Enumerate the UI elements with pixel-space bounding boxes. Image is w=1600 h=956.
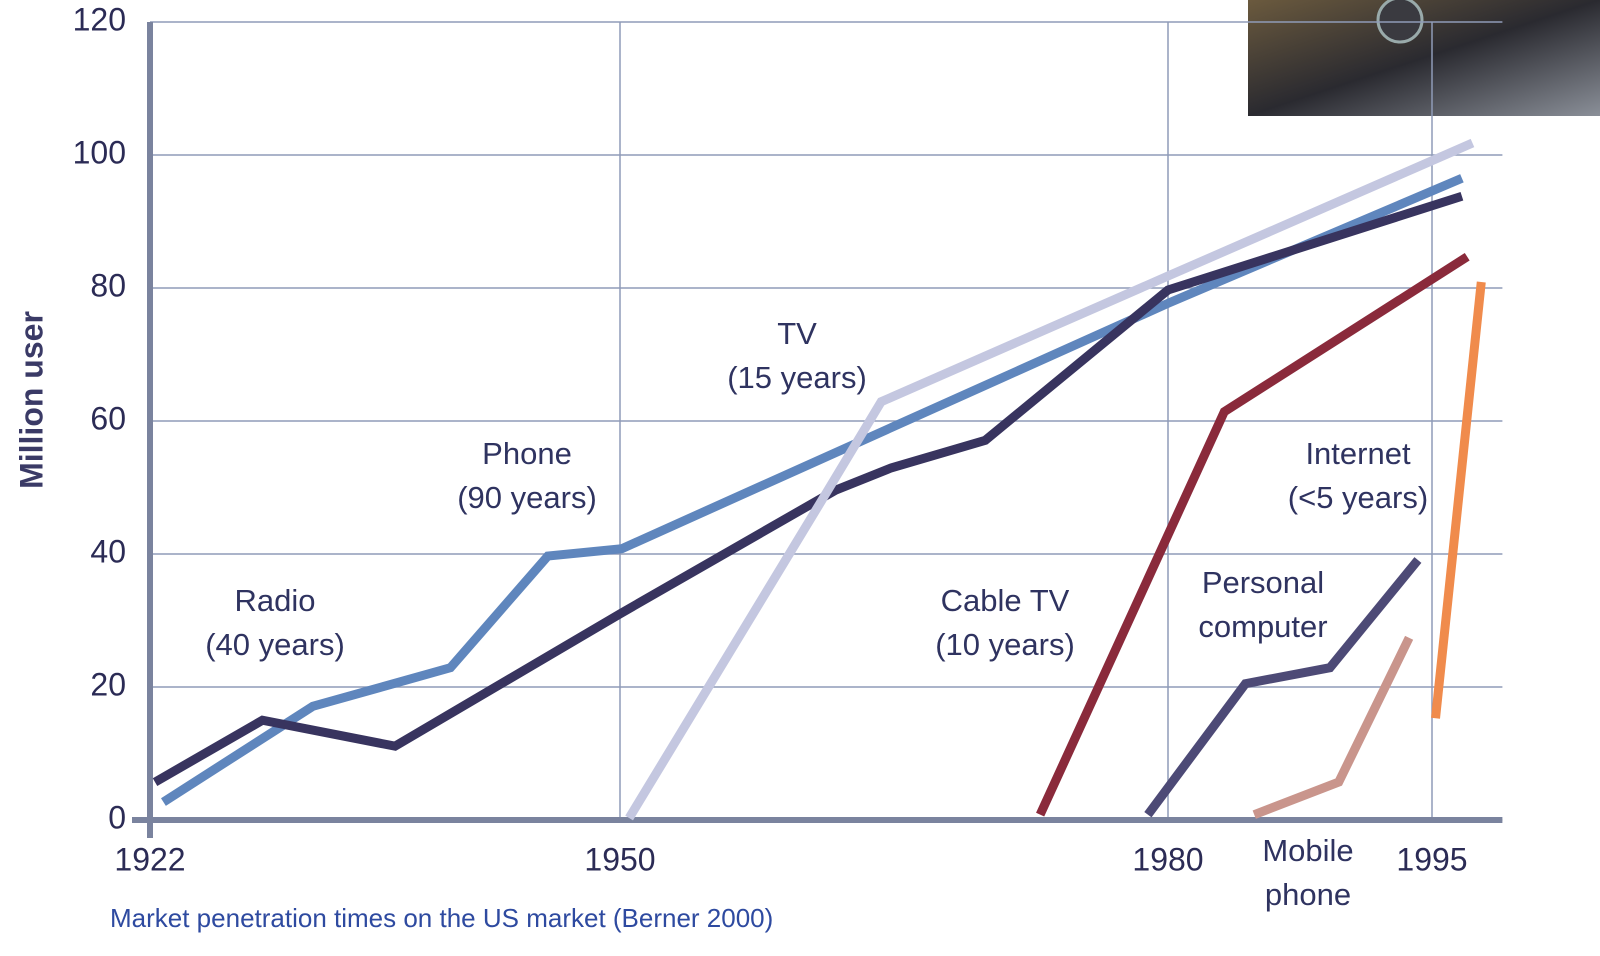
x-tick-label: 1995 — [1396, 841, 1467, 877]
series-label: Internet — [1305, 436, 1411, 471]
series-note: (40 years) — [205, 627, 345, 662]
series-line — [1436, 282, 1482, 718]
phone-photo-detail — [1378, 0, 1422, 42]
phone-photo — [1248, 0, 1600, 116]
y-tick-label: 20 — [90, 666, 126, 702]
series-label: Phone — [482, 436, 572, 471]
y-tick-label: 0 — [108, 799, 126, 835]
series-note: (15 years) — [727, 360, 867, 395]
series-label: Radio — [235, 583, 316, 618]
series-line — [163, 178, 1461, 802]
y-tick-label: 100 — [73, 134, 126, 170]
series-note: (10 years) — [935, 627, 1075, 662]
series-note: (<5 years) — [1288, 480, 1428, 515]
chart: Million user Market penetration times on… — [0, 0, 1600, 956]
series-note: (90 years) — [457, 480, 597, 515]
x-tick-label: 1950 — [584, 841, 655, 877]
series-label: TV — [777, 316, 817, 351]
y-axis-label: Million user — [13, 311, 49, 489]
y-tick-label: 40 — [90, 533, 126, 569]
caption: Market penetration times on the US marke… — [110, 903, 773, 933]
x-tick-label: 1980 — [1132, 841, 1203, 877]
series-label: Cable TV — [941, 583, 1070, 618]
y-tick-label: 120 — [73, 1, 126, 37]
y-tick-label: 80 — [90, 267, 126, 303]
x-tick-label: 1922 — [114, 841, 185, 877]
y-tick-label: 60 — [90, 400, 126, 436]
